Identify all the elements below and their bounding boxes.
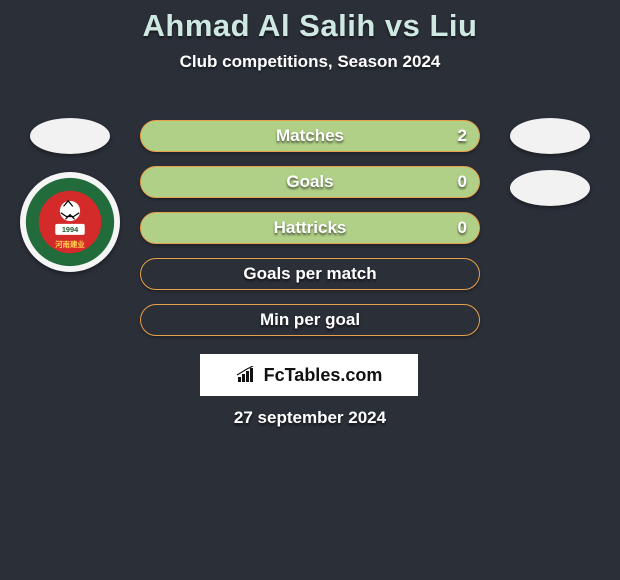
stat-row: Min per goal bbox=[140, 304, 480, 336]
branding-box[interactable]: FcTables.com bbox=[200, 354, 418, 396]
footer-date: 27 september 2024 bbox=[0, 408, 620, 428]
stat-row: Goals 0 bbox=[140, 166, 480, 198]
badge-banner bbox=[55, 224, 84, 235]
henan-jianye-badge: 1994 河南建业 bbox=[20, 172, 120, 272]
badge-cn-text: 河南建业 bbox=[55, 240, 85, 249]
page-title: Ahmad Al Salih vs Liu bbox=[0, 0, 620, 44]
club-badge-svg: 1994 河南建业 bbox=[24, 176, 116, 268]
page-subtitle: Club competitions, Season 2024 bbox=[0, 52, 620, 72]
left-column: 1994 河南建业 bbox=[20, 118, 120, 272]
stat-row: Matches 2 bbox=[140, 120, 480, 152]
bar-chart-icon bbox=[236, 366, 258, 384]
badge-ball bbox=[60, 201, 80, 221]
stat-row: Goals per match bbox=[140, 258, 480, 290]
stat-value: 0 bbox=[458, 172, 467, 192]
stat-label: Goals bbox=[286, 172, 333, 192]
stats-list: Matches 2 Goals 0 Hattricks 0 Goals per match M… bbox=[140, 120, 480, 336]
badge-outer bbox=[26, 178, 114, 266]
player-avatar-left bbox=[30, 118, 110, 154]
stat-label: Matches bbox=[276, 126, 344, 146]
badge-year: 1994 bbox=[62, 225, 79, 234]
stat-label: Hattricks bbox=[274, 218, 347, 238]
badge-inner bbox=[39, 191, 102, 254]
stat-row: Hattricks 0 bbox=[140, 212, 480, 244]
branding-text: FcTables.com bbox=[264, 365, 383, 386]
badge-arc-text-path bbox=[70, 182, 109, 217]
ball-pattern bbox=[61, 201, 79, 219]
stat-label: Goals per match bbox=[243, 264, 376, 284]
player-avatar-right-1 bbox=[510, 118, 590, 154]
player-avatar-right-2 bbox=[510, 170, 590, 206]
stat-value: 2 bbox=[458, 126, 467, 146]
stat-label: Min per goal bbox=[260, 310, 360, 330]
right-column bbox=[500, 118, 600, 272]
stat-value: 0 bbox=[458, 218, 467, 238]
